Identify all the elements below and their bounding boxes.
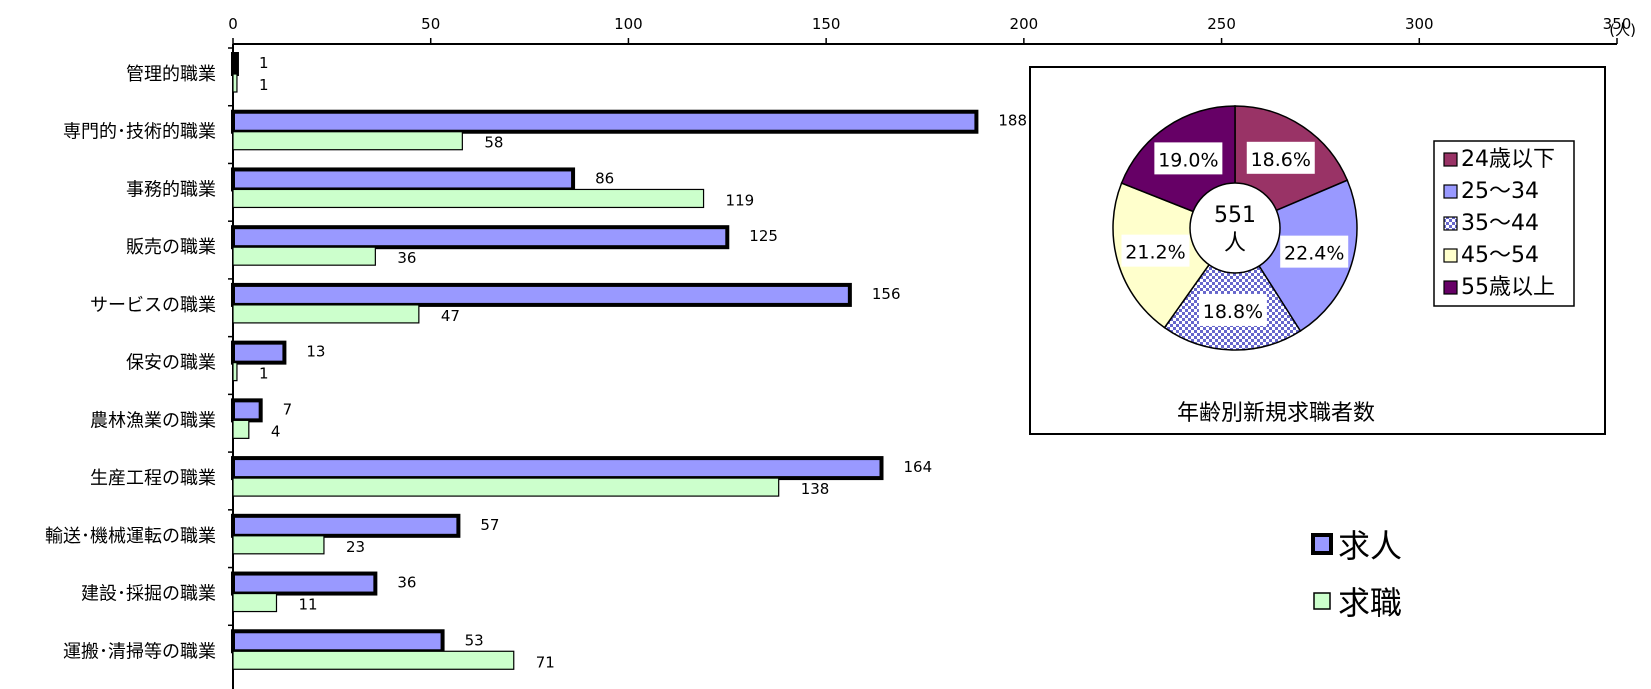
pie-legend-swatch [1443, 248, 1458, 263]
x-tick-label: 100 [614, 15, 643, 33]
data-label-kyushoku: 47 [441, 307, 460, 325]
data-label-kyushoku: 23 [346, 538, 365, 556]
pie-panel: 18.6% 22.4% 18.8% 21.2% 19.0% 551 人 24歳以下 25～… [1029, 66, 1606, 435]
category-label: 保安の職業 [126, 353, 216, 374]
data-label-kyushoku: 1 [259, 365, 269, 383]
x-axis-unit: (人) [1609, 21, 1636, 39]
pie-legend: 24歳以下 25～34 35～44 45～54 55歳以上 [1433, 140, 1575, 307]
data-label-kyushoku: 4 [271, 422, 281, 440]
data-label-kyujin: 86 [595, 169, 614, 187]
data-label-kyushoku: 71 [536, 653, 555, 671]
data-label-kyujin: 13 [306, 343, 325, 361]
data-label-kyushoku: 138 [801, 480, 830, 498]
category-label: 販売の職業 [126, 237, 216, 258]
category-label: 専門的･技術的職業 [63, 122, 216, 143]
legend-label-kyujin: 求人 [1338, 527, 1402, 565]
bar-kyujin [231, 456, 884, 481]
category-label: 運搬･清掃等の職業 [63, 641, 216, 662]
pie-legend-label: 24歳以下 [1461, 147, 1555, 172]
pie-center-count: 551 [1214, 203, 1256, 228]
category-label: 生産工程の職業 [90, 468, 216, 489]
bar-kyushoku [232, 188, 705, 209]
pie-center-unit: 人 [1224, 231, 1246, 256]
data-label-kyujin: 125 [749, 227, 778, 245]
pie-label-box [1246, 141, 1315, 174]
data-label-kyujin: 57 [480, 516, 499, 534]
data-label-kyujin: 1 [259, 54, 269, 72]
legend-swatch-kyujin [1311, 533, 1333, 555]
bar-kyujin [231, 52, 239, 76]
x-tick-label: 300 [1405, 15, 1434, 33]
data-label-kyushoku: 119 [726, 191, 755, 209]
pie-label-box [1280, 235, 1349, 268]
bar-kyushoku [232, 535, 325, 555]
x-tick-label: 150 [812, 15, 841, 33]
pie-legend-label: 25～34 [1461, 179, 1539, 204]
bar-kyujin [231, 225, 730, 250]
pie-legend-swatch [1443, 280, 1458, 295]
data-label-kyushoku: 36 [397, 249, 416, 267]
x-tick-label: 250 [1207, 15, 1236, 33]
data-label-kyujin: 188 [998, 112, 1027, 130]
bar-kyushoku [232, 73, 238, 93]
category-label: 事務的職業 [126, 179, 216, 200]
pie-slice-label: 18.8% [1203, 301, 1263, 323]
pie-slice-label: 19.0% [1158, 149, 1218, 171]
bar-kyujin [231, 109, 979, 134]
x-tick-label: 350 [1603, 15, 1632, 33]
category-label: 管理的職業 [126, 64, 216, 85]
bar-kyujin [231, 167, 576, 192]
pie-center-hole [1189, 182, 1281, 274]
bar-legend: 求人 求職 [1311, 527, 1402, 622]
bar-kyujin [231, 340, 287, 365]
data-label-kyushoku: 58 [484, 134, 503, 152]
pie-label-box [1121, 234, 1190, 267]
data-label-kyujin: 156 [872, 285, 901, 303]
pie-legend-label: 45～54 [1461, 243, 1539, 268]
pie-title: 年齢別新規求職者数 [1177, 401, 1375, 426]
bar-kyujin [231, 629, 445, 654]
data-label-kyujin: 36 [397, 574, 416, 592]
bar-kyushoku [232, 419, 250, 439]
bar-kyujin [231, 282, 852, 307]
pie-legend-swatch [1443, 184, 1458, 199]
data-label-kyujin: 7 [283, 400, 293, 418]
pie-legend-label: 55歳以上 [1461, 275, 1555, 300]
bar-kyushoku [232, 477, 780, 497]
category-label: 農林漁業の職業 [90, 410, 216, 431]
pie-label-box [1198, 293, 1267, 326]
bar-kyushoku [232, 650, 515, 670]
pie-legend-swatch [1443, 216, 1458, 231]
bar-kyushoku [232, 592, 278, 613]
pie-legend-label: 35～44 [1461, 211, 1539, 236]
x-tick-label: 50 [421, 15, 440, 33]
pie-legend-swatch [1443, 152, 1458, 167]
legend-swatch-kyushoku [1313, 592, 1331, 610]
category-label: サービスの職業 [90, 295, 216, 316]
bar-kyujin [231, 398, 263, 423]
bar-kyujin [231, 571, 378, 596]
bar-kyushoku [232, 131, 463, 151]
pie-label-box [1154, 142, 1223, 175]
pie-slice-label: 21.2% [1125, 242, 1185, 264]
pie-slice-label: 22.4% [1284, 243, 1344, 265]
category-label: 建設･採掘の職業 [81, 584, 216, 605]
data-label-kyujin: 164 [904, 458, 933, 476]
bar-kyushoku [232, 246, 376, 266]
x-tick-label: 200 [1010, 15, 1039, 33]
legend-label-kyushoku: 求職 [1338, 584, 1402, 622]
bar-chart: 0 50 100 150 200 250 300 350管理的職業11専門的･技術的職業188… [45, 15, 1631, 689]
x-tick-label: 0 [228, 15, 238, 33]
pie-slice-label: 18.6% [1251, 149, 1311, 171]
data-label-kyujin: 53 [465, 631, 484, 649]
data-label-kyushoku: 11 [298, 596, 317, 614]
bar-kyujin [231, 513, 461, 538]
bar-kyushoku [232, 304, 420, 324]
bar-kyushoku [232, 362, 238, 382]
category-label: 輸送･機械運転の職業 [45, 526, 216, 547]
data-label-kyushoku: 1 [259, 76, 269, 94]
